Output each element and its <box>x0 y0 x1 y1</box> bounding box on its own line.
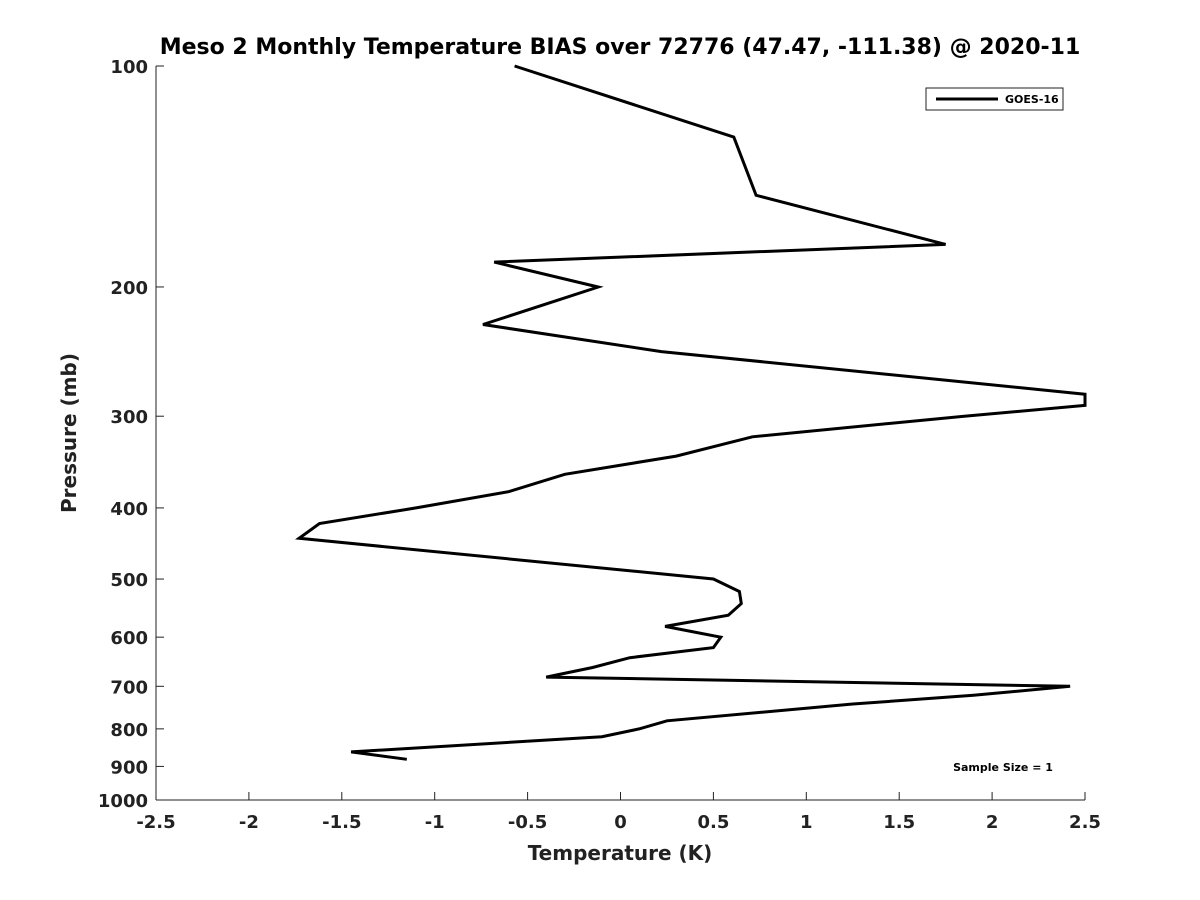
x-axis-label: Temperature (K) <box>528 841 713 865</box>
y-tick-label: 700 <box>110 677 148 698</box>
legend-label-goes16: GOES-16 <box>1005 93 1059 106</box>
x-tick-label: -2.5 <box>136 812 175 833</box>
y-tick-label: 900 <box>110 757 148 778</box>
y-tick-label: 300 <box>110 407 148 428</box>
y-axis-ticks: 100 200 300 400 500 600 700 800 900 1000 <box>98 57 164 812</box>
legend: GOES-16 <box>925 87 1064 111</box>
x-tick-label: 1.5 <box>883 812 915 833</box>
series-line-goes-16 <box>295 64 1087 761</box>
x-tick-label: -2 <box>239 812 259 833</box>
x-tick-label: 2.5 <box>1069 812 1101 833</box>
x-tick-label: -1.5 <box>322 812 361 833</box>
x-axis-ticks: -2.5 -2 -1.5 -1 -0.5 0 0.5 1 1.5 2 2.5 <box>136 792 1101 833</box>
y-tick-label: 800 <box>110 720 148 741</box>
x-tick-label: 1 <box>800 812 813 833</box>
y-tick-label: 1000 <box>98 791 148 812</box>
chart-title: Meso 2 Monthly Temperature BIAS over 727… <box>160 35 1081 60</box>
y-tick-label: 200 <box>110 278 148 299</box>
sample-size-annotation: Sample Size = 1 <box>953 761 1053 774</box>
x-tick-label: 0 <box>614 812 627 833</box>
x-tick-label: -0.5 <box>508 812 547 833</box>
y-tick-label: 600 <box>110 628 148 649</box>
x-tick-label: 2 <box>986 812 999 833</box>
y-axis-label: Pressure (mb) <box>57 353 81 513</box>
plot-area <box>156 66 1085 800</box>
y-tick-label: 500 <box>110 570 148 591</box>
x-tick-label: 0.5 <box>697 812 729 833</box>
y-tick-label: 400 <box>110 499 148 520</box>
x-tick-label: -1 <box>425 812 445 833</box>
y-tick-label: 100 <box>110 57 148 78</box>
series-layer <box>295 64 1087 761</box>
